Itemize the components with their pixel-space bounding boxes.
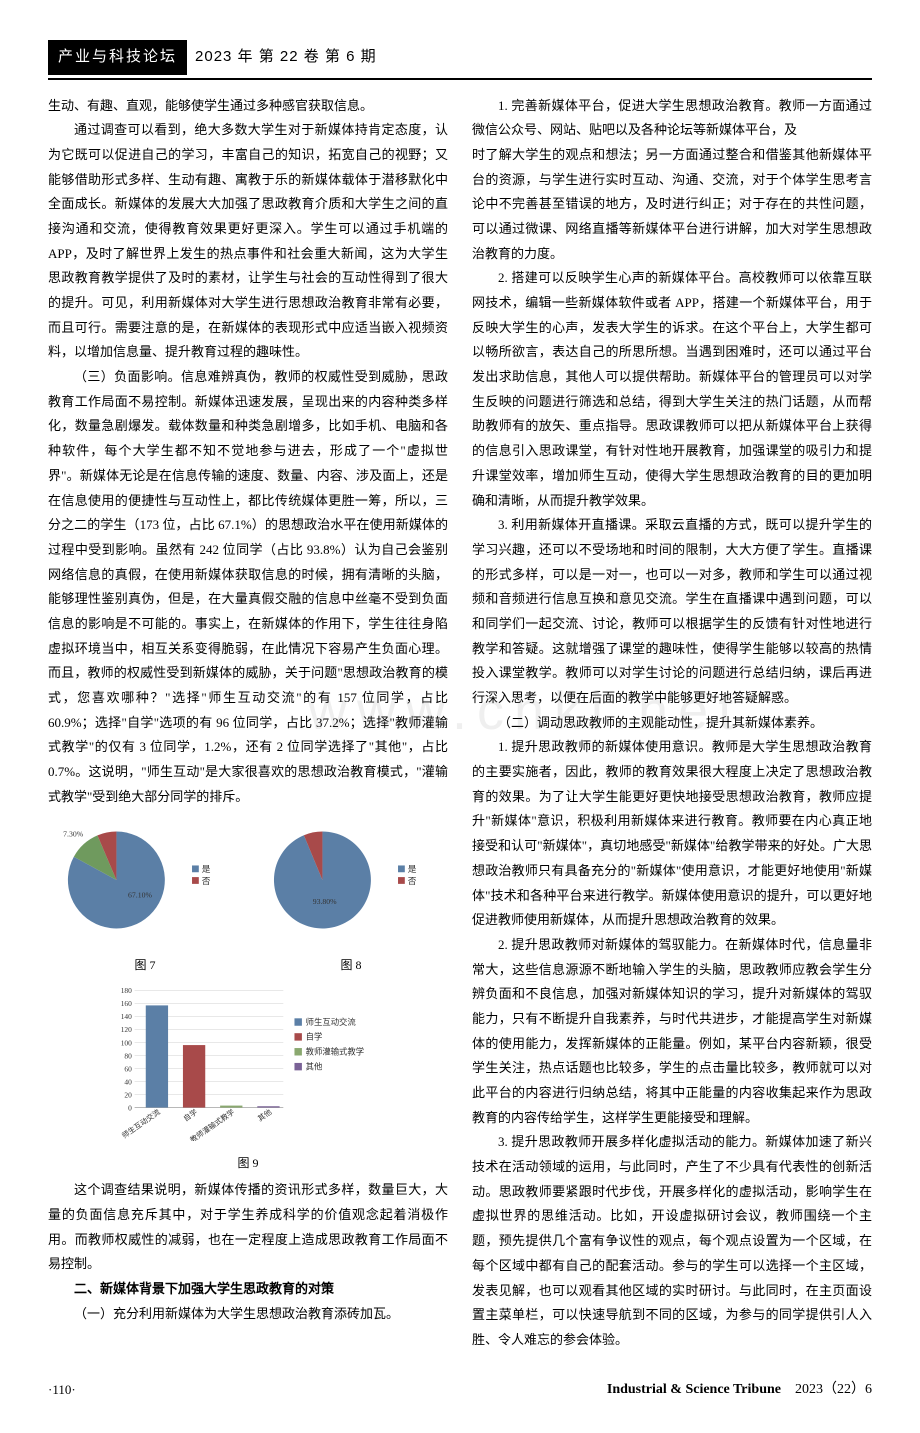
body-text: （一）充分利用新媒体为大学生思想政治教育添砖加瓦。 — [48, 1302, 448, 1327]
svg-text:0: 0 — [128, 1103, 132, 1112]
figure-9: 180 160 140 120 100 80 60 40 20 0 师生互动交流 — [108, 983, 388, 1174]
svg-text:60: 60 — [124, 1064, 132, 1073]
page-number: ·110· — [48, 1378, 76, 1403]
svg-text:120: 120 — [121, 1025, 132, 1034]
body-columns: 生动、有趣、直观，能够使学生通过多种感官获取信息。 通过调查可以看到，绝大多数大… — [48, 94, 872, 1353]
svg-text:自学: 自学 — [181, 1106, 199, 1123]
svg-text:93.80%: 93.80% — [312, 898, 336, 907]
footer: ·110· Industrial & Science Tribune 2023（… — [48, 1377, 872, 1404]
body-text: 这个调查结果说明，新媒体传播的资讯形式多样，数量巨大，大量的负面信息充斥其中，对… — [48, 1178, 448, 1277]
body-text: 生动、有趣、直观，能够使学生通过多种感官获取信息。 — [48, 94, 448, 119]
svg-text:67.10%: 67.10% — [128, 891, 152, 900]
bar-chart-9: 180 160 140 120 100 80 60 40 20 0 师生互动交流 — [108, 983, 388, 1141]
body-text: 1. 完善新媒体平台，促进大学生思想政治教育。教师一方面通过微信公众号、网站、贴… — [472, 94, 872, 143]
svg-text:教师灌输式教学: 教师灌输式教学 — [306, 1046, 365, 1056]
figure-8: 93.80% 是 否 图 8 — [264, 817, 439, 976]
svg-text:自学: 自学 — [306, 1032, 323, 1042]
footer-journal-title: Industrial & Science Tribune — [607, 1382, 781, 1397]
body-text: 3. 提升思政教师开展多样化虚拟活动的能力。新媒体加速了新兴技术在活动领域的运用… — [472, 1130, 872, 1352]
footer-issue: 2023（22）6 — [781, 1382, 872, 1397]
body-text: 通过调查可以看到，绝大多数大学生对于新媒体持肯定态度，认为它既可以促进自己的学习… — [48, 118, 448, 365]
svg-text:7.30%: 7.30% — [63, 830, 84, 839]
svg-text:否: 否 — [201, 876, 210, 886]
figure-7-label: 图 7 — [58, 954, 233, 977]
body-text: （二）调动思政教师的主观能动性，提升其新媒体素养。 — [472, 711, 872, 736]
figure-7: 67.10% 7.30% 是 否 图 7 — [58, 817, 233, 976]
svg-text:其他: 其他 — [306, 1061, 323, 1071]
svg-text:是: 是 — [201, 865, 210, 875]
svg-text:其他: 其他 — [255, 1106, 273, 1123]
body-text: 3. 利用新媒体开直播课。采取云直播的方式，既可以提升学生的学习兴趣，还可以不受… — [472, 513, 872, 711]
svg-text:是: 是 — [407, 865, 416, 875]
body-text: 2. 搭建可以反映学生心声的新媒体平台。高校教师可以依靠互联网技术，编辑一些新媒… — [472, 266, 872, 513]
pie-chart-8: 93.80% 是 否 — [264, 817, 439, 943]
figure-8-label: 图 8 — [264, 954, 439, 977]
svg-text:80: 80 — [124, 1051, 132, 1060]
svg-text:20: 20 — [124, 1090, 132, 1099]
svg-text:180: 180 — [121, 986, 132, 995]
svg-text:100: 100 — [121, 1038, 132, 1047]
svg-text:师生互动交流: 师生互动交流 — [306, 1017, 357, 1027]
svg-text:140: 140 — [121, 1012, 132, 1021]
figure-7-8-block: 67.10% 7.30% 是 否 图 7 — [48, 817, 448, 1174]
body-text: 时了解大学生的观点和想法；另一方面通过整合和借鉴其他新媒体平台的资源，与学生进行… — [472, 143, 872, 266]
page: www.cnki.net 产业与科技论坛 2023 年 第 22 卷 第 6 期… — [48, 40, 872, 1403]
journal-name-box: 产业与科技论坛 — [48, 40, 187, 75]
section-2-title: 二、新媒体背景下加强大学生思政教育的对策 — [48, 1277, 448, 1302]
svg-text:40: 40 — [124, 1077, 132, 1086]
footer-journal: Industrial & Science Tribune 2023（22）6 — [607, 1377, 872, 1404]
pie-chart-7: 67.10% 7.30% 是 否 — [58, 817, 233, 943]
journal-issue: 2023 年 第 22 卷 第 6 期 — [195, 43, 377, 72]
svg-text:师生互动交流: 师生互动交流 — [120, 1106, 163, 1140]
body-text: 2. 提升思政教师对新媒体的驾驭能力。在新媒体时代，信息量非常大，这些信息源源不… — [472, 933, 872, 1131]
svg-text:否: 否 — [407, 876, 416, 886]
svg-text:160: 160 — [121, 999, 132, 1008]
header-bar: 产业与科技论坛 2023 年 第 22 卷 第 6 期 — [48, 40, 872, 80]
figure-9-label: 图 9 — [108, 1152, 388, 1175]
body-text: 1. 提升思政教师的新媒体使用意识。教师是大学生思想政治教育的主要实施者，因此，… — [472, 735, 872, 933]
body-text: （三）负面影响。信息难辨真伪，教师的权威性受到威胁，思政教育工作局面不易控制。新… — [48, 365, 448, 809]
